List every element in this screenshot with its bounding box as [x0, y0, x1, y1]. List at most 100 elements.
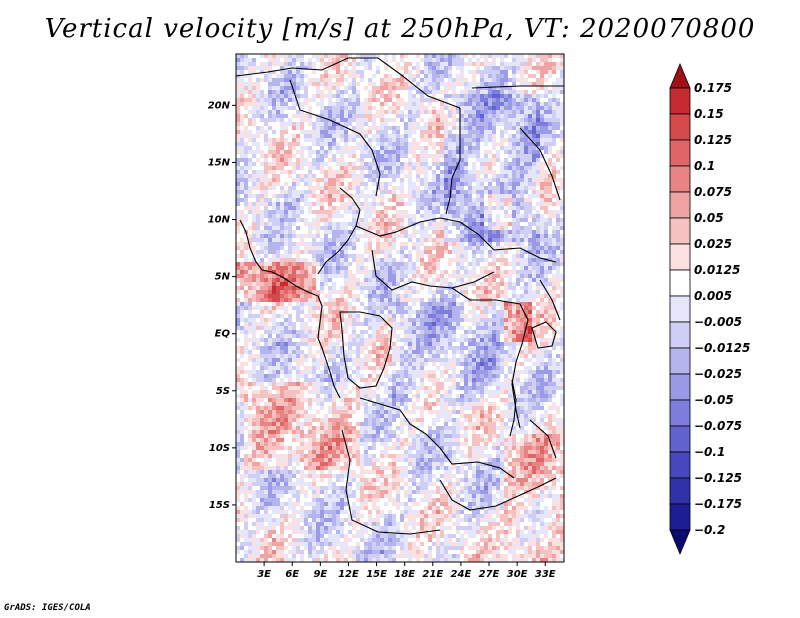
- field-cell: [256, 222, 260, 226]
- field-cell: [488, 282, 492, 286]
- field-cell: [264, 126, 268, 130]
- field-cell: [376, 174, 380, 178]
- field-cell: [344, 130, 348, 134]
- field-cell: [380, 126, 384, 130]
- field-cell: [560, 230, 564, 234]
- field-cell: [548, 118, 552, 122]
- field-cell: [504, 82, 508, 86]
- field-cell: [244, 66, 248, 70]
- field-cell: [236, 170, 240, 174]
- field-cell: [264, 174, 268, 178]
- field-cell: [504, 134, 508, 138]
- field-cell: [236, 118, 240, 122]
- field-cell: [380, 222, 384, 226]
- field-cell: [352, 114, 356, 118]
- field-cell: [380, 70, 384, 74]
- field-cell: [328, 222, 332, 226]
- field-cell: [332, 166, 336, 170]
- field-cell: [308, 94, 312, 98]
- field-cell: [280, 146, 284, 150]
- field-cell: [556, 190, 560, 194]
- field-cell: [340, 238, 344, 242]
- field-cell: [468, 258, 472, 262]
- field-cell: [520, 86, 524, 90]
- field-cell: [540, 266, 544, 270]
- field-cell: [448, 158, 452, 162]
- field-cell: [460, 186, 464, 190]
- field-cell: [388, 230, 392, 234]
- field-cell: [296, 70, 300, 74]
- field-cell: [552, 230, 556, 234]
- field-cell: [432, 74, 436, 78]
- field-cell: [432, 290, 436, 294]
- field-cell: [560, 138, 564, 142]
- field-cell: [500, 142, 504, 146]
- field-cell: [432, 218, 436, 222]
- field-cell: [552, 58, 556, 62]
- field-cell: [520, 74, 524, 78]
- field-cell: [484, 230, 488, 234]
- field-cell: [472, 242, 476, 246]
- field-cell: [244, 74, 248, 78]
- field-cell: [488, 254, 492, 258]
- field-cell: [384, 66, 388, 70]
- field-cell: [432, 190, 436, 194]
- field-cell: [292, 266, 296, 270]
- field-cell: [296, 134, 300, 138]
- field-cell: [320, 270, 324, 274]
- field-cell: [456, 246, 460, 250]
- field-cell: [320, 70, 324, 74]
- field-cell: [244, 118, 248, 122]
- field-cell: [484, 214, 488, 218]
- field-cell: [240, 186, 244, 190]
- field-cell: [372, 82, 376, 86]
- field-cell: [268, 66, 272, 70]
- field-cell: [332, 174, 336, 178]
- field-cell: [324, 238, 328, 242]
- field-cell: [424, 102, 428, 106]
- field-cell: [464, 102, 468, 106]
- field-cell: [284, 230, 288, 234]
- field-cell: [456, 122, 460, 126]
- field-cell: [480, 142, 484, 146]
- field-cell: [368, 82, 372, 86]
- field-cell: [508, 142, 512, 146]
- field-cell: [248, 114, 252, 118]
- field-cell: [272, 138, 276, 142]
- field-cell: [292, 74, 296, 78]
- field-cell: [476, 54, 480, 58]
- field-cell: [552, 226, 556, 230]
- field-cell: [268, 194, 272, 198]
- field-cell: [320, 62, 324, 66]
- field-cell: [276, 94, 280, 98]
- field-cell: [492, 54, 496, 58]
- field-cell: [440, 294, 444, 298]
- field-cell: [380, 78, 384, 82]
- field-cell: [268, 278, 272, 282]
- field-cell: [268, 290, 272, 294]
- field-cell: [308, 146, 312, 150]
- field-cell: [464, 290, 468, 294]
- field-cell: [396, 242, 400, 246]
- field-cell: [300, 146, 304, 150]
- field-cell: [352, 274, 356, 278]
- field-cell: [392, 274, 396, 278]
- field-cell: [548, 206, 552, 210]
- field-cell: [544, 102, 548, 106]
- field-cell: [520, 234, 524, 238]
- field-cell: [464, 134, 468, 138]
- field-cell: [356, 78, 360, 82]
- field-cell: [316, 122, 320, 126]
- field-cell: [440, 162, 444, 166]
- field-cell: [440, 106, 444, 110]
- field-cell: [492, 102, 496, 106]
- field-cell: [400, 134, 404, 138]
- field-cell: [496, 86, 500, 90]
- field-cell: [456, 130, 460, 134]
- field-cell: [484, 142, 488, 146]
- field-cell: [384, 278, 388, 282]
- field-cell: [532, 86, 536, 90]
- field-cell: [364, 190, 368, 194]
- field-cell: [476, 66, 480, 70]
- field-cell: [372, 202, 376, 206]
